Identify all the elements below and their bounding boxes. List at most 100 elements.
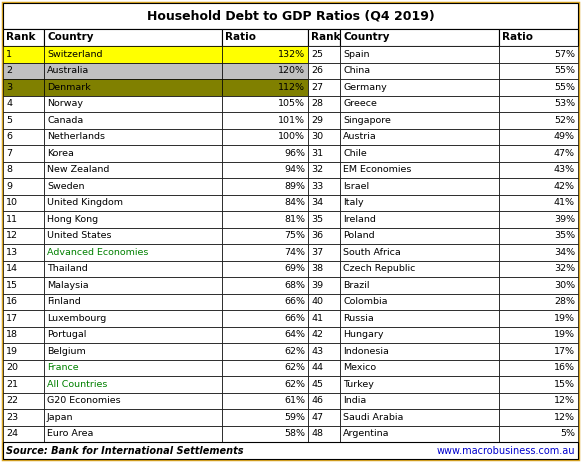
Text: 44: 44 — [311, 363, 323, 372]
Text: www.macrobusiness.com.au: www.macrobusiness.com.au — [436, 445, 575, 456]
Text: 34: 34 — [311, 198, 323, 207]
Text: 105%: 105% — [278, 99, 305, 108]
Text: 74%: 74% — [284, 248, 305, 257]
Bar — [44, 310, 222, 327]
Text: 112%: 112% — [278, 83, 305, 92]
Bar — [44, 46, 222, 62]
Bar — [340, 376, 499, 393]
Bar — [44, 376, 222, 393]
Bar — [3, 79, 44, 96]
Text: 22: 22 — [6, 396, 18, 405]
Text: Household Debt to GDP Ratios (Q4 2019): Household Debt to GDP Ratios (Q4 2019) — [146, 10, 435, 23]
Text: 42: 42 — [311, 330, 323, 339]
Text: Sweden: Sweden — [47, 182, 84, 191]
Text: 55%: 55% — [554, 66, 575, 75]
Bar — [3, 359, 44, 376]
Text: 30: 30 — [311, 132, 323, 141]
Bar — [308, 211, 340, 227]
Bar — [499, 426, 578, 442]
Text: Netherlands: Netherlands — [47, 132, 105, 141]
Bar — [3, 128, 44, 145]
Text: Rank: Rank — [311, 32, 340, 43]
Bar — [340, 128, 499, 145]
Bar — [308, 195, 340, 211]
Bar — [3, 261, 44, 277]
Bar — [3, 442, 578, 459]
Text: 24: 24 — [6, 429, 18, 438]
Text: Advanced Economies: Advanced Economies — [47, 248, 148, 257]
Text: 45: 45 — [311, 380, 323, 389]
Bar — [222, 261, 308, 277]
Bar — [340, 343, 499, 359]
Text: Colombia: Colombia — [343, 297, 388, 306]
Bar — [308, 376, 340, 393]
Text: Country: Country — [47, 32, 94, 43]
Bar — [308, 343, 340, 359]
Bar — [44, 112, 222, 128]
Bar — [499, 343, 578, 359]
Text: 4: 4 — [6, 99, 12, 108]
Text: 26: 26 — [311, 66, 323, 75]
Bar — [340, 409, 499, 426]
Text: 57%: 57% — [554, 50, 575, 59]
Bar — [44, 327, 222, 343]
Text: Israel: Israel — [343, 182, 369, 191]
Text: 81%: 81% — [284, 215, 305, 224]
Text: 47%: 47% — [554, 149, 575, 158]
Text: South Africa: South Africa — [343, 248, 401, 257]
Bar — [308, 261, 340, 277]
Bar — [308, 145, 340, 162]
Text: 19%: 19% — [554, 330, 575, 339]
Text: 68%: 68% — [284, 281, 305, 290]
Bar — [340, 46, 499, 62]
Text: 10: 10 — [6, 198, 18, 207]
Text: Norway: Norway — [47, 99, 83, 108]
Text: 16: 16 — [6, 297, 18, 306]
Text: Thailand: Thailand — [47, 264, 88, 273]
Bar — [3, 29, 44, 46]
Bar — [499, 211, 578, 227]
Bar — [44, 178, 222, 195]
Bar — [222, 46, 308, 62]
Text: 53%: 53% — [554, 99, 575, 108]
Text: 55%: 55% — [554, 83, 575, 92]
Bar — [3, 343, 44, 359]
Text: Luxembourg: Luxembourg — [47, 314, 106, 323]
Text: Poland: Poland — [343, 231, 375, 240]
Bar — [222, 227, 308, 244]
Bar — [308, 359, 340, 376]
Bar — [3, 244, 44, 261]
Text: 43%: 43% — [554, 165, 575, 174]
Text: Czech Republic: Czech Republic — [343, 264, 415, 273]
Text: 5: 5 — [6, 116, 12, 125]
Bar — [340, 359, 499, 376]
Bar — [44, 244, 222, 261]
Bar — [308, 227, 340, 244]
Bar — [308, 112, 340, 128]
Bar — [499, 327, 578, 343]
Bar — [44, 145, 222, 162]
Text: 9: 9 — [6, 182, 12, 191]
Text: Brazil: Brazil — [343, 281, 370, 290]
Text: 17%: 17% — [554, 347, 575, 356]
Bar — [499, 227, 578, 244]
Bar — [44, 195, 222, 211]
Text: 66%: 66% — [284, 297, 305, 306]
Bar — [499, 376, 578, 393]
Bar — [44, 426, 222, 442]
Text: 36: 36 — [311, 231, 323, 240]
Bar — [499, 96, 578, 112]
Text: 17: 17 — [6, 314, 18, 323]
Bar — [340, 277, 499, 293]
Bar — [222, 79, 308, 96]
Text: Portugal: Portugal — [47, 330, 87, 339]
Bar — [499, 310, 578, 327]
Bar — [44, 277, 222, 293]
Bar — [44, 96, 222, 112]
Text: 96%: 96% — [284, 149, 305, 158]
Text: Ratio: Ratio — [225, 32, 256, 43]
Bar — [222, 145, 308, 162]
Bar — [499, 244, 578, 261]
Text: 28: 28 — [311, 99, 323, 108]
Bar — [499, 128, 578, 145]
